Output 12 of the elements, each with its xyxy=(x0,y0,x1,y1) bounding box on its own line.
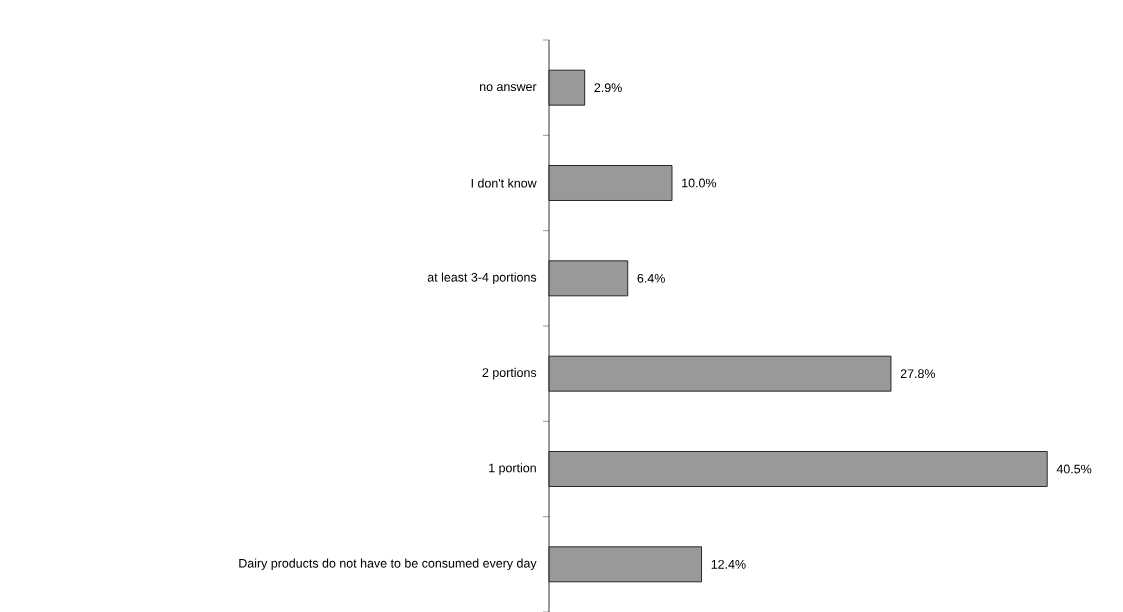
y-tick-label: I don't know xyxy=(471,178,537,188)
y-tick-label: no answer xyxy=(480,84,537,91)
y-tick-label: Dairy products do not have to be consumed every day xyxy=(239,558,537,570)
y-tick-label: at least 3-4 portions xyxy=(427,272,537,284)
data-label: 2.9% xyxy=(594,83,622,92)
data-label: 12.4% xyxy=(711,559,746,569)
y-tick-label: 1 portion xyxy=(489,462,536,475)
data-label: 10.0% xyxy=(682,178,717,188)
data-label: 6.4% xyxy=(637,273,665,283)
y-tick-label: 2 portions xyxy=(482,367,537,380)
data-label: 27.8% xyxy=(900,369,936,378)
data-label: 40.5% xyxy=(1056,464,1092,474)
